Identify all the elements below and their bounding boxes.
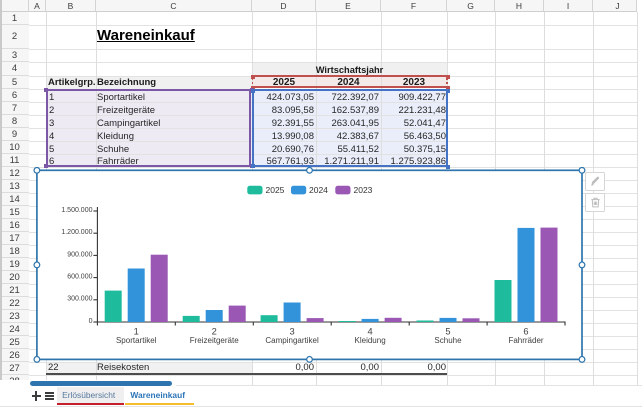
svg-text:Schuhe: Schuhe (434, 336, 462, 345)
svg-text:Freizeitgeräte: Freizeitgeräte (190, 336, 239, 345)
svg-text:300.000: 300.000 (67, 296, 92, 303)
svg-text:2023: 2023 (354, 185, 373, 195)
svg-text:2024: 2024 (309, 185, 328, 195)
svg-text:6: 6 (523, 327, 528, 337)
svg-text:600.000: 600.000 (67, 274, 92, 281)
svg-text:1.500.000: 1.500.000 (61, 207, 92, 214)
svg-text:Campingartikel: Campingartikel (265, 336, 319, 345)
svg-text:2025: 2025 (266, 185, 285, 195)
svg-text:0: 0 (89, 318, 93, 325)
svg-text:4: 4 (368, 327, 373, 337)
svg-text:900.000: 900.000 (67, 251, 92, 258)
svg-text:5: 5 (445, 327, 450, 337)
svg-text:Fahrräder: Fahrräder (508, 336, 543, 345)
svg-text:3: 3 (290, 327, 295, 337)
svg-text:Kleidung: Kleidung (355, 336, 386, 345)
svg-text:1.200.000: 1.200.000 (61, 229, 92, 236)
svg-text:Sportartikel: Sportartikel (116, 336, 157, 345)
svg-text:1: 1 (134, 327, 139, 337)
svg-text:2: 2 (212, 327, 217, 337)
